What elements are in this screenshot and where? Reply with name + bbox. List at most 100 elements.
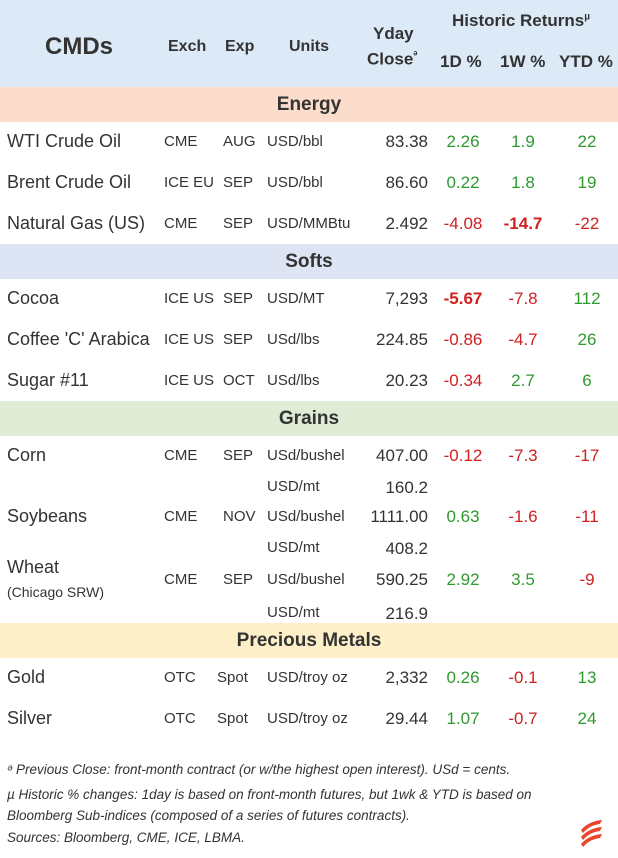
- return-ytd-cell: 112: [573, 289, 601, 308]
- yday-close-cell: 86.60: [385, 173, 428, 192]
- commodity-name: WTI Crude Oil: [7, 131, 122, 151]
- expiry-cell: SEP: [223, 174, 254, 191]
- return-1d-cell: 0.63: [446, 507, 480, 526]
- header-units: Units: [289, 38, 329, 55]
- header-ytd: YTD %: [559, 52, 613, 71]
- commodity-subname: (Chicago SRW): [7, 584, 104, 600]
- return-ytd-cell: -17: [574, 446, 600, 465]
- yday-close-cell: 407.00: [376, 446, 428, 465]
- yday-close-cell: 20.23: [385, 371, 428, 390]
- units-cell: USd/lbs: [267, 372, 320, 389]
- alt-close-cell: 216.9: [385, 604, 428, 623]
- expiry-cell: SEP: [223, 331, 254, 348]
- table-header: [0, 0, 618, 87]
- return-1d-cell: -5.67: [443, 289, 483, 308]
- table-title: CMDs: [45, 33, 114, 60]
- header-exch: Exch: [168, 38, 207, 55]
- commodity-name: Soybeans: [7, 506, 88, 526]
- commodity-name: Wheat: [7, 557, 60, 577]
- header-yday: Yday: [373, 24, 414, 43]
- return-1d-cell: -0.12: [443, 446, 483, 465]
- exchange-cell: ICE US: [164, 290, 215, 307]
- previous-close-marker: ᵊ: [413, 49, 418, 61]
- footnote-historic: µ Historic % changes: 1day is based on f…: [7, 787, 532, 802]
- commodity-name: Brent Crude Oil: [7, 172, 132, 192]
- section-grains: Grains: [0, 401, 618, 436]
- exchange-cell: CME: [164, 447, 198, 464]
- header-1d: 1D %: [440, 52, 482, 71]
- units-cell: USD/bbl: [267, 133, 323, 150]
- units-cell: USd/bushel: [267, 508, 345, 525]
- exchange-cell: ICE EU: [164, 174, 215, 191]
- section-precious-metals: Precious Metals: [0, 623, 618, 658]
- units-cell: USD/troy oz: [267, 710, 348, 727]
- commodity-name: Coffee 'C' Arabica: [7, 329, 150, 349]
- flame-stripes-icon: [581, 820, 602, 847]
- exchange-cell: CME: [164, 133, 198, 150]
- return-ytd-cell: 22: [577, 132, 597, 151]
- yday-close-cell: 224.85: [376, 330, 428, 349]
- yday-close-cell: 83.38: [385, 132, 428, 151]
- return-ytd-cell: 19: [577, 173, 597, 192]
- exchange-cell: ICE US: [164, 372, 215, 389]
- alt-units-cell: USD/mt: [267, 604, 320, 621]
- yday-close-cell: 2.492: [385, 214, 428, 233]
- return-1w-cell: -0.7: [508, 709, 538, 728]
- return-1w-cell: 1.9: [511, 132, 535, 151]
- return-ytd-cell: -11: [575, 507, 599, 526]
- units-cell: USD/troy oz: [267, 669, 348, 686]
- footnote-historic-cont: Bloomberg Sub-indices (composed of a ser…: [7, 808, 410, 823]
- expiry-cell: OCT: [223, 372, 255, 389]
- return-1w-cell: -7.3: [508, 446, 538, 465]
- header-close: Closeᵊ: [367, 49, 418, 69]
- exchange-cell: CME: [164, 571, 198, 588]
- return-1d-cell: 2.92: [446, 570, 480, 589]
- return-1w-cell: -0.1: [508, 668, 538, 687]
- section-softs: Softs: [0, 244, 618, 279]
- commodity-name: Silver: [7, 708, 53, 728]
- return-ytd-cell: -22: [574, 214, 600, 233]
- alt-units-cell: USD/mt: [267, 539, 320, 556]
- commodity-name: Corn: [7, 445, 47, 465]
- expiry-cell: Spot: [217, 710, 248, 727]
- return-1d-cell: 0.22: [446, 173, 480, 192]
- units-cell: USd/bushel: [267, 571, 345, 588]
- return-ytd-cell: 13: [577, 668, 597, 687]
- expiry-cell: SEP: [223, 290, 254, 307]
- yday-close-cell: 590.25: [376, 570, 428, 589]
- expiry-cell: AUG: [223, 133, 256, 150]
- expiry-cell: NOV: [223, 508, 256, 525]
- exchange-cell: ICE US: [164, 331, 215, 348]
- header-historic-returns: Historic Returnsµ: [452, 11, 591, 30]
- exchange-cell: CME: [164, 508, 198, 525]
- units-cell: USD/MT: [267, 290, 325, 307]
- yday-close-cell: 7,293: [385, 289, 428, 308]
- units-cell: USD/MMBtu: [267, 215, 351, 232]
- alt-close-cell: 408.2: [385, 539, 428, 558]
- commodity-name: Natural Gas (US): [7, 213, 146, 233]
- units-cell: USd/bushel: [267, 447, 345, 464]
- return-1d-cell: -4.08: [443, 214, 483, 233]
- commodity-name: Cocoa: [7, 288, 60, 308]
- header-1w: 1W %: [500, 52, 546, 71]
- return-1d-cell: -0.34: [443, 371, 483, 390]
- return-1w-cell: -4.7: [508, 330, 538, 349]
- yday-close-cell: 1111.00: [370, 507, 428, 526]
- yday-close-cell: 2,332: [385, 668, 428, 687]
- footnote-previous-close: ᵊ Previous Close: front-month contract (…: [7, 762, 511, 777]
- return-1d-cell: 2.26: [446, 132, 480, 151]
- return-1d-cell: 1.07: [446, 709, 480, 728]
- units-cell: USD/bbl: [267, 174, 323, 191]
- exchange-cell: OTC: [164, 710, 196, 727]
- return-1w-cell: -14.7: [503, 214, 543, 233]
- exchange-cell: CME: [164, 215, 198, 232]
- expiry-cell: SEP: [223, 215, 254, 232]
- exchange-cell: OTC: [164, 669, 196, 686]
- section-energy: Energy: [0, 87, 618, 122]
- return-1w-cell: -1.6: [508, 507, 538, 526]
- commodity-name: Sugar #11: [7, 370, 89, 390]
- return-ytd-cell: 24: [577, 709, 597, 728]
- expiry-cell: Spot: [217, 669, 248, 686]
- return-ytd-cell: 26: [577, 330, 597, 349]
- return-1w-cell: 1.8: [511, 173, 535, 192]
